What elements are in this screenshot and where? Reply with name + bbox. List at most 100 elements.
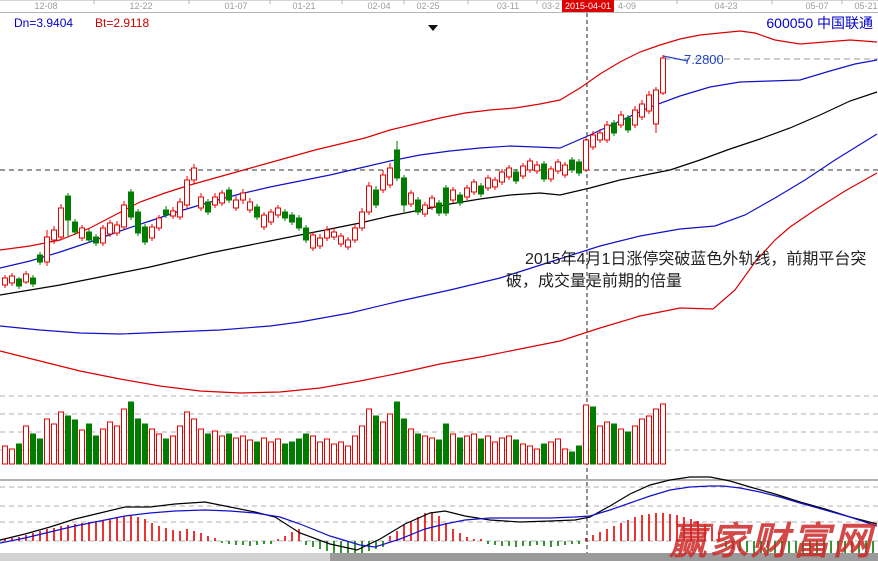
volume-bar	[422, 435, 428, 465]
volume-bar	[548, 441, 554, 465]
candle-body	[142, 226, 148, 243]
candle-body	[520, 165, 526, 177]
volume-bar	[366, 408, 372, 465]
candle-body	[345, 239, 351, 248]
volume-bar	[93, 435, 99, 465]
date-label: 05-07	[805, 1, 829, 11]
candle-body	[268, 211, 274, 223]
candle-body	[79, 227, 85, 239]
candle-body	[282, 211, 288, 219]
volume-bar	[261, 437, 267, 465]
candle-body	[233, 199, 239, 209]
volume-bar	[408, 428, 414, 465]
volume-bar	[107, 421, 113, 465]
volume-bar	[268, 441, 274, 465]
candle-body	[471, 181, 477, 193]
volume-bar	[520, 443, 526, 465]
candle-body	[37, 254, 43, 263]
candle-body	[149, 226, 155, 239]
volume-bar	[135, 418, 141, 465]
volume-bar	[275, 438, 281, 465]
date-label: 12-08	[34, 1, 58, 11]
candle-body	[527, 160, 533, 171]
volume-bar	[534, 448, 540, 465]
candle-body	[618, 114, 624, 126]
indicator-bt-value: Bt=2.9118	[95, 16, 150, 30]
candle-body	[464, 187, 470, 198]
volume-bar	[562, 448, 568, 465]
volume-bar	[114, 425, 120, 465]
volume-bar	[653, 408, 659, 465]
candle-body	[177, 201, 183, 218]
candle-body	[254, 206, 260, 218]
volume-bar	[639, 418, 645, 465]
candle-body	[114, 224, 120, 234]
macd-dea-line	[0, 485, 878, 548]
volume-bar	[51, 423, 57, 465]
volume-bar	[9, 448, 15, 465]
volume-bar	[338, 441, 344, 465]
band-upper-blue	[0, 59, 878, 269]
volume-bar	[597, 425, 603, 465]
volume-bar	[121, 408, 127, 465]
volume-bar	[23, 425, 29, 465]
volume-bar	[394, 401, 400, 465]
volume-bar	[464, 435, 470, 465]
date-label: 04-23	[714, 1, 738, 11]
volume-bar	[303, 433, 309, 465]
annotation-line-2: 破，成交量是前期的倍量	[506, 273, 683, 290]
candle-body	[9, 275, 15, 284]
volume-bar	[226, 433, 232, 465]
candle-body	[359, 211, 365, 229]
candle-body	[352, 227, 358, 241]
volume-bar	[317, 441, 323, 465]
candle-body	[534, 164, 540, 172]
volume-bar	[30, 433, 36, 465]
volume-bar	[492, 441, 498, 465]
date-label: 02-04	[367, 1, 391, 11]
volume-bar	[506, 435, 512, 465]
candle-body	[44, 236, 50, 263]
volume-bar	[296, 438, 302, 465]
volume-bar	[443, 423, 449, 465]
candle-body	[422, 204, 428, 215]
volume-bar	[65, 415, 71, 465]
candle-body	[310, 234, 316, 249]
candle-body	[219, 192, 225, 204]
date-label: 02-25	[416, 1, 440, 11]
volume-bar	[72, 419, 78, 465]
candle-body	[338, 235, 344, 245]
volume-bar	[191, 418, 197, 465]
volume-bar	[513, 439, 519, 465]
candle-body	[632, 109, 638, 126]
candle-body	[16, 278, 22, 287]
candle-body	[590, 134, 596, 148]
volume-bar	[100, 428, 106, 465]
candle-body	[58, 207, 64, 238]
candle-body	[450, 189, 456, 201]
volume-bar	[37, 438, 43, 465]
volume-bar	[331, 443, 337, 465]
highlighted-date-label: 2015-04-01	[561, 0, 615, 12]
volume-bar	[212, 430, 218, 465]
volume-bar	[590, 406, 596, 465]
volume-bar	[478, 438, 484, 465]
candle-body	[401, 177, 407, 206]
candle-body	[555, 161, 561, 172]
candle-body	[86, 231, 92, 241]
candle-body	[506, 167, 512, 178]
volume-bar	[219, 435, 225, 465]
candle-body	[457, 194, 463, 204]
candle-body	[324, 229, 330, 239]
scrollbar-thumb[interactable]	[330, 553, 878, 561]
candle-body	[660, 57, 666, 94]
macd-dif-line	[0, 476, 878, 551]
price-pointer-line	[662, 55, 689, 62]
date-label: 05-21	[854, 1, 878, 11]
volume-bar	[142, 423, 148, 465]
volume-bar	[485, 435, 491, 465]
candle-body	[128, 191, 134, 218]
candle-body	[478, 185, 484, 195]
band-lower-blue	[0, 133, 878, 335]
